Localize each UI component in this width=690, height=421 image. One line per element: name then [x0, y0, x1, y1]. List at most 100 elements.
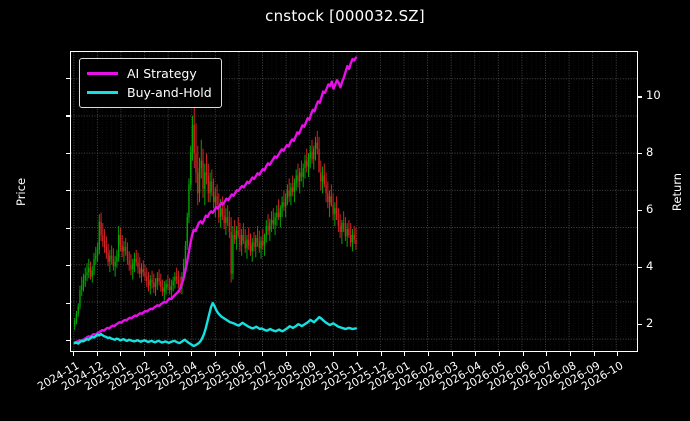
candle-body	[232, 234, 234, 274]
candle-body	[167, 284, 169, 288]
candle-body	[119, 234, 122, 246]
candle-body	[177, 279, 180, 285]
x-tick-mark	[143, 352, 146, 356]
candle-body	[300, 172, 303, 177]
candle-body	[270, 220, 273, 224]
y-tick-mark-left	[66, 115, 70, 117]
candle-body	[309, 151, 311, 158]
x-tick-mark	[522, 352, 524, 356]
candle-body	[246, 239, 248, 249]
candle-body	[168, 287, 171, 291]
candle-body	[235, 230, 238, 240]
candle-body	[284, 197, 287, 207]
legend-swatch-buy-and-hold	[87, 91, 118, 94]
candle-body	[81, 285, 83, 291]
candle-body	[348, 229, 350, 235]
plot-area: AI Strategy Buy-and-Hold	[70, 51, 638, 352]
x-tick-mark	[498, 352, 501, 356]
candle-body	[124, 246, 127, 252]
x-tick-mark	[404, 352, 406, 356]
candle-body	[239, 234, 241, 246]
candle-body	[188, 184, 190, 218]
candle-body	[248, 239, 250, 246]
candle-body	[221, 208, 224, 216]
series-line-buy-and-hold	[73, 301, 358, 348]
candle-body	[102, 234, 104, 241]
candle-body	[258, 242, 260, 249]
candle-body	[95, 255, 97, 259]
candle-body	[139, 267, 141, 274]
x-tick-mark	[309, 352, 311, 356]
candle-body	[154, 282, 157, 288]
candle-body	[337, 220, 340, 227]
candle-body	[209, 181, 211, 194]
candle-body	[170, 285, 173, 291]
candle-body	[251, 242, 253, 252]
candle-body	[225, 217, 227, 224]
candle-body	[133, 258, 136, 264]
candle-body	[351, 234, 354, 243]
candle-body	[307, 157, 310, 167]
candle-body	[205, 172, 208, 176]
candle-body	[295, 175, 297, 183]
candle-body	[117, 234, 120, 258]
candle-body	[316, 142, 318, 149]
y-tick-mark-left	[66, 77, 70, 80]
candle-body	[344, 229, 347, 237]
candle-body	[182, 263, 185, 277]
candle-body	[334, 208, 336, 215]
chart-legend: AI Strategy Buy-and-Hold	[79, 58, 222, 108]
candle-body	[325, 184, 327, 194]
candle-body	[86, 272, 88, 276]
candle-body	[88, 267, 90, 273]
candle-body	[262, 240, 264, 246]
candle-body	[204, 172, 206, 189]
candle-body	[240, 234, 243, 246]
page-title: cnstock [000032.SZ]	[265, 7, 425, 25]
candle-body	[244, 240, 246, 249]
candle-body	[311, 151, 313, 160]
x-tick-mark	[593, 352, 595, 356]
candle-body	[321, 175, 324, 182]
x-tick-mark	[427, 352, 430, 356]
candle-body	[156, 278, 159, 283]
candle-body	[191, 124, 194, 152]
y-tick-mark-right	[638, 153, 642, 155]
candle-body	[297, 175, 299, 182]
x-tick-mark	[617, 352, 619, 356]
candle-body	[147, 281, 150, 286]
candle-body	[107, 252, 109, 262]
candle-body	[299, 172, 301, 182]
y-tick-mark-right	[638, 323, 642, 325]
y-tick-mark-left	[66, 340, 70, 342]
y-tick-label-right: 2	[646, 315, 654, 330]
candle-body	[126, 251, 129, 261]
candle-body	[290, 187, 292, 197]
candle-body	[140, 269, 143, 274]
candle-body	[207, 175, 209, 194]
x-tick-mark	[120, 352, 122, 356]
candle-body	[93, 258, 95, 271]
y-axis-label-right: Return	[670, 172, 684, 212]
candle-body	[265, 226, 268, 235]
candle-body	[223, 215, 225, 224]
candle-body	[195, 153, 197, 173]
candle-body	[242, 234, 245, 241]
candle-body	[105, 246, 108, 253]
candle-body	[256, 237, 259, 243]
y-tick-mark-left	[66, 190, 70, 192]
candle-body	[158, 278, 160, 282]
candle-body	[109, 255, 111, 262]
candle-body	[276, 212, 278, 218]
candle-body	[142, 269, 144, 273]
candle-body	[302, 168, 304, 177]
y-tick-mark-left	[66, 265, 70, 267]
candle-body	[146, 276, 148, 282]
candle-body	[233, 234, 236, 240]
candle-body	[77, 306, 79, 314]
candle-body	[96, 249, 99, 256]
candle-body	[197, 172, 199, 194]
candle-body	[327, 193, 329, 203]
y-tick-mark-left	[66, 152, 70, 155]
candle-body	[114, 261, 116, 267]
